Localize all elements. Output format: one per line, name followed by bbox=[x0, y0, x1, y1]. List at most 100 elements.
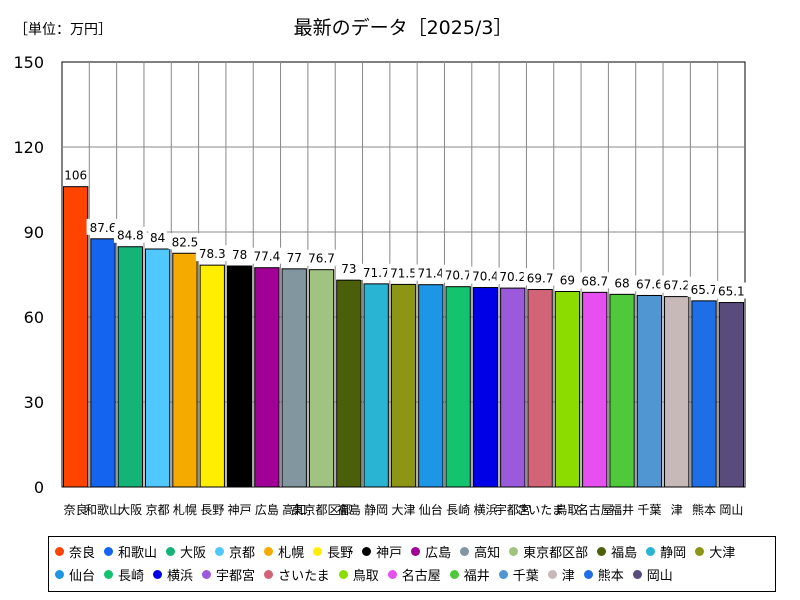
legend-marker bbox=[55, 570, 64, 579]
x-tick-label: 広島 bbox=[255, 502, 279, 517]
legend-item: 鳥取 bbox=[338, 563, 379, 586]
chart-title: 最新のデータ［2025/3］ bbox=[294, 17, 513, 39]
x-tick-label: 長崎 bbox=[446, 503, 470, 517]
legend-marker bbox=[509, 547, 519, 556]
legend-label: 名古屋 bbox=[401, 569, 441, 584]
data-label-bg bbox=[387, 264, 420, 281]
data-label: 68.7 bbox=[581, 274, 608, 288]
legend-marker bbox=[264, 570, 274, 579]
legend-label: 宇都宮 bbox=[216, 569, 256, 584]
legend-item: 静岡 bbox=[646, 540, 686, 563]
bar bbox=[144, 248, 171, 488]
legend-marker bbox=[338, 570, 348, 579]
x-tick-label: 奈良 bbox=[64, 502, 88, 517]
data-label: 73 bbox=[341, 262, 356, 276]
data-label: 78.3 bbox=[199, 247, 226, 261]
bar bbox=[363, 283, 389, 488]
bar bbox=[172, 252, 198, 488]
legend-label: 仙台 bbox=[69, 569, 96, 584]
data-label: 78 bbox=[232, 248, 247, 262]
legend-label: 大津 bbox=[709, 546, 736, 561]
legend-label: 津 bbox=[561, 569, 575, 584]
data-label-bg bbox=[62, 166, 89, 183]
data-label-bg bbox=[660, 276, 694, 293]
data-label: 71.7 bbox=[363, 266, 390, 280]
y-tick-label: 120 bbox=[13, 138, 44, 157]
legend-label: 神戸 bbox=[376, 546, 403, 561]
legend-label: 福島 bbox=[611, 546, 638, 561]
data-label: 69.7 bbox=[527, 272, 554, 286]
x-tick-label: 札幌 bbox=[173, 502, 197, 517]
data-label: 70.2 bbox=[499, 270, 526, 284]
bar bbox=[500, 287, 526, 488]
legend-marker bbox=[449, 570, 459, 579]
x-tick-label: 福井 bbox=[610, 502, 634, 517]
bar bbox=[664, 296, 690, 488]
legend-marker bbox=[153, 570, 163, 579]
legend-marker bbox=[202, 570, 212, 579]
bar bbox=[609, 293, 635, 488]
bar bbox=[418, 284, 444, 488]
data-label-bg bbox=[250, 247, 284, 264]
bar bbox=[582, 291, 608, 488]
legend-item: 広島 bbox=[411, 540, 451, 563]
x-tick-label: 鳥取 bbox=[555, 502, 579, 517]
legend-item: 高知 bbox=[460, 540, 500, 563]
x-tick-label: さいたま bbox=[516, 503, 564, 517]
x-tick-label: 福島 bbox=[337, 502, 361, 517]
x-tick-label: 長野 bbox=[200, 503, 224, 517]
legend-item: 長野 bbox=[313, 540, 353, 563]
x-tick-label: 高知 bbox=[282, 502, 306, 517]
legend-item: 奈良 bbox=[55, 540, 95, 563]
y-tick-label: 0 bbox=[34, 478, 44, 497]
legend: 奈良 和歌山 大阪 京都 札幌 長野 神戸 広島 高知 東京都区部 福島 静岡 大津 仙台 長崎 横浜 宇都宮 さ… bbox=[48, 536, 776, 592]
y-tick-label: 150 bbox=[13, 53, 44, 72]
legend-marker bbox=[264, 547, 274, 556]
legend-item: さいたま bbox=[264, 563, 330, 586]
data-label-bg bbox=[469, 267, 502, 284]
data-label-bg bbox=[113, 226, 147, 243]
legend-marker bbox=[104, 547, 114, 556]
x-tick-label: 神戸 bbox=[228, 503, 252, 517]
bar bbox=[691, 300, 717, 488]
legend-marker bbox=[646, 547, 656, 556]
legend-item: 京都 bbox=[215, 540, 255, 563]
x-tick-label: 千葉 bbox=[637, 503, 661, 517]
data-label-bg bbox=[359, 263, 393, 280]
bar bbox=[527, 289, 553, 488]
data-label: 65.7 bbox=[691, 283, 718, 297]
legend-label: 岡山 bbox=[646, 569, 673, 584]
legend-item: 和歌山 bbox=[104, 540, 157, 563]
data-label: 68 bbox=[614, 276, 629, 290]
data-label-bg bbox=[195, 245, 229, 262]
legend-label: 静岡 bbox=[660, 546, 687, 561]
legend-item: 横浜 bbox=[153, 563, 193, 586]
data-label-bg bbox=[687, 280, 721, 297]
legend-marker bbox=[166, 547, 176, 556]
x-tick-label: 京都 bbox=[146, 503, 170, 517]
legend-item: 岡山 bbox=[632, 563, 673, 586]
legend-label: 京都 bbox=[229, 546, 256, 561]
legend-marker bbox=[104, 570, 114, 579]
legend-label: 福井 bbox=[463, 569, 490, 584]
legend-label: 広島 bbox=[425, 546, 452, 561]
legend-label: 長野 bbox=[327, 546, 354, 561]
data-label-bg bbox=[305, 249, 338, 266]
legend-marker bbox=[597, 547, 607, 556]
x-tick-label: 岡山 bbox=[719, 503, 743, 517]
bar bbox=[336, 279, 362, 488]
legend-marker bbox=[387, 570, 397, 579]
bar bbox=[117, 246, 143, 488]
legend-marker bbox=[411, 547, 421, 556]
data-label-bg bbox=[168, 233, 202, 250]
legend-marker bbox=[498, 570, 508, 579]
data-label-bg bbox=[578, 272, 612, 289]
legend-marker bbox=[460, 547, 470, 556]
legend-item: 名古屋 bbox=[387, 563, 441, 586]
bar bbox=[636, 294, 663, 488]
data-label-bg bbox=[612, 274, 632, 291]
x-tick-label: 大津 bbox=[391, 503, 415, 517]
data-label: 69 bbox=[560, 274, 575, 288]
bar bbox=[554, 291, 581, 488]
